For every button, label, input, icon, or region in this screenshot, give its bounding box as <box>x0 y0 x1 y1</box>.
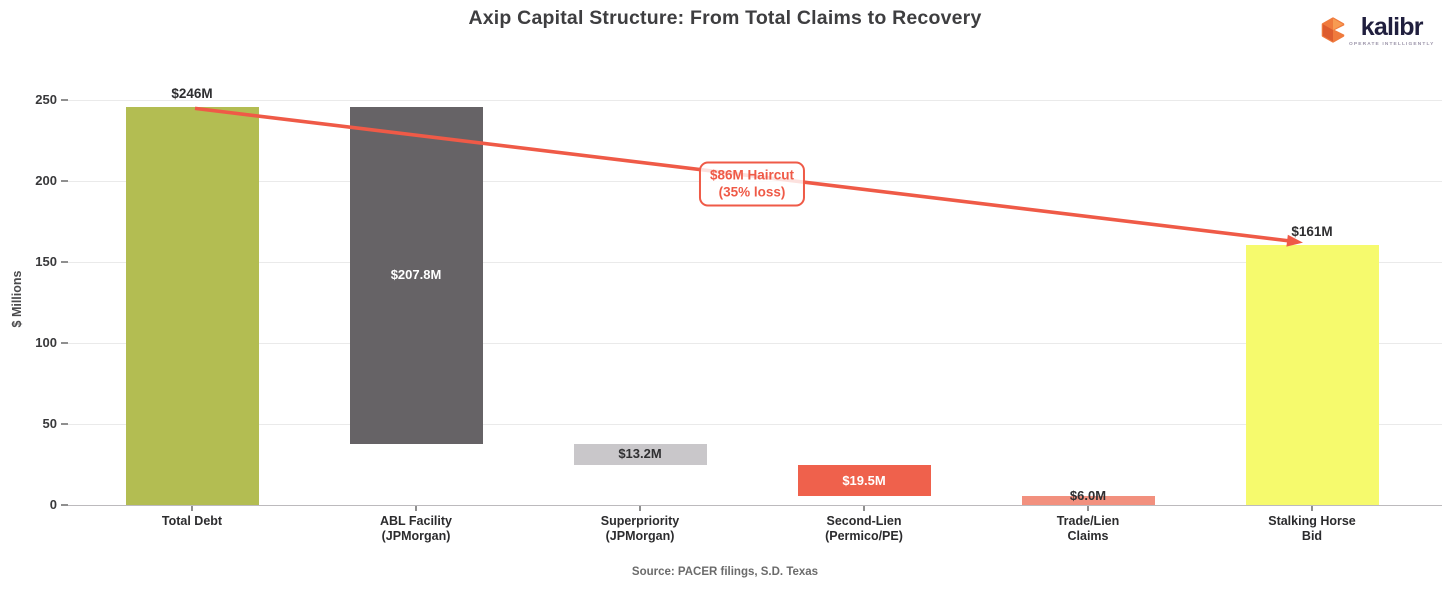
x-tick-mark-stalking-horse-bid <box>1311 505 1313 511</box>
gridline-250 <box>68 99 1442 101</box>
bar-stalking-horse-bid <box>1245 244 1379 506</box>
x-tick-mark-abl-facility <box>415 505 417 511</box>
y-tick-label-50: 50 <box>42 416 57 432</box>
x-tick-mark-second-lien <box>863 505 865 511</box>
chart-title: Axip Capital Structure: From Total Claim… <box>468 7 982 29</box>
category-label-line: (JPMorgan) <box>605 529 675 543</box>
bar-total-debt <box>125 106 259 506</box>
bar-second-lien <box>797 464 931 497</box>
x-tick-mark-total-debt <box>191 505 193 511</box>
category-label-line: Claims <box>1067 529 1109 543</box>
y-tick-mark-0 <box>61 504 68 507</box>
kalibr-brand-name: kalibr <box>1360 13 1424 41</box>
y-tick-mark-250 <box>61 99 68 102</box>
y-axis-title: $ Millions <box>10 270 24 328</box>
y-tick-label-150: 150 <box>35 254 57 270</box>
category-label-line: (Permico/PE) <box>825 529 903 543</box>
y-tick-mark-200 <box>61 180 68 183</box>
category-label-line: Second-Lien <box>826 514 902 528</box>
gridline-100 <box>68 342 1442 344</box>
category-label-superpriority: Superpriority (JPMorgan) <box>528 514 752 544</box>
y-tick-mark-150 <box>61 261 68 264</box>
y-tick-mark-100 <box>61 342 68 345</box>
y-tick-label-250: 250 <box>35 92 57 108</box>
category-label-stalking-horse-bid: Stalking Horse Bid <box>1200 514 1424 544</box>
haircut-annotation: $86M Haircut (35% loss) <box>698 161 806 207</box>
amount-label-trade-lien-claims: $6.0M <box>1069 488 1107 504</box>
category-label-line: Trade/Lien <box>1056 514 1120 528</box>
kalibr-logo-text: kalibr OPERATE INTELLIGENTLY <box>1349 13 1435 48</box>
category-label-line: (JPMorgan) <box>381 529 451 543</box>
amount-label-abl-facility: $207.8M <box>390 267 442 283</box>
amount-label-total-debt: $246M <box>171 85 213 101</box>
x-axis-line <box>68 504 1442 507</box>
category-label-line: Bid <box>1301 529 1323 543</box>
y-tick-label-0: 0 <box>49 497 57 513</box>
y-tick-label-200: 200 <box>35 173 57 189</box>
gridline-50 <box>68 423 1442 425</box>
kalibr-logo: kalibr OPERATE INTELLIGENTLY <box>1320 15 1434 47</box>
y-tick-mark-50 <box>61 423 68 426</box>
amount-label-superpriority: $13.2M <box>618 446 662 462</box>
category-label-second-lien: Second-Lien (Permico/PE) <box>752 514 976 544</box>
source-note: Source: PACER filings, S.D. Texas <box>631 566 819 578</box>
y-tick-label-100: 100 <box>35 335 57 351</box>
bar-trade-lien-claims <box>1021 496 1155 506</box>
x-tick-mark-trade-lien-claims <box>1087 505 1089 511</box>
category-label-line: Total Debt <box>161 514 223 528</box>
gridline-150 <box>68 261 1442 263</box>
amount-label-stalking-horse-bid: $161M <box>1291 223 1333 239</box>
kalibr-tagline: OPERATE INTELLIGENTLY <box>1349 42 1435 47</box>
haircut-annotation-line: $86M Haircut <box>709 167 795 183</box>
x-tick-mark-superpriority <box>639 505 641 511</box>
category-label-trade-lien-claims: Trade/Lien Claims <box>976 514 1200 544</box>
haircut-annotation-line: (35% loss) <box>718 184 786 200</box>
category-label-line: Superpriority <box>600 514 680 528</box>
bar-superpriority <box>573 443 707 465</box>
category-label-line: ABL Facility <box>379 514 452 528</box>
category-label-abl-facility: ABL Facility (JPMorgan) <box>304 514 528 544</box>
kalibr-logo-icon <box>1321 17 1346 43</box>
category-label-total-debt: Total Debt <box>80 514 304 529</box>
category-label-line: Stalking Horse <box>1268 514 1356 528</box>
amount-label-second-lien: $19.5M <box>842 472 886 488</box>
